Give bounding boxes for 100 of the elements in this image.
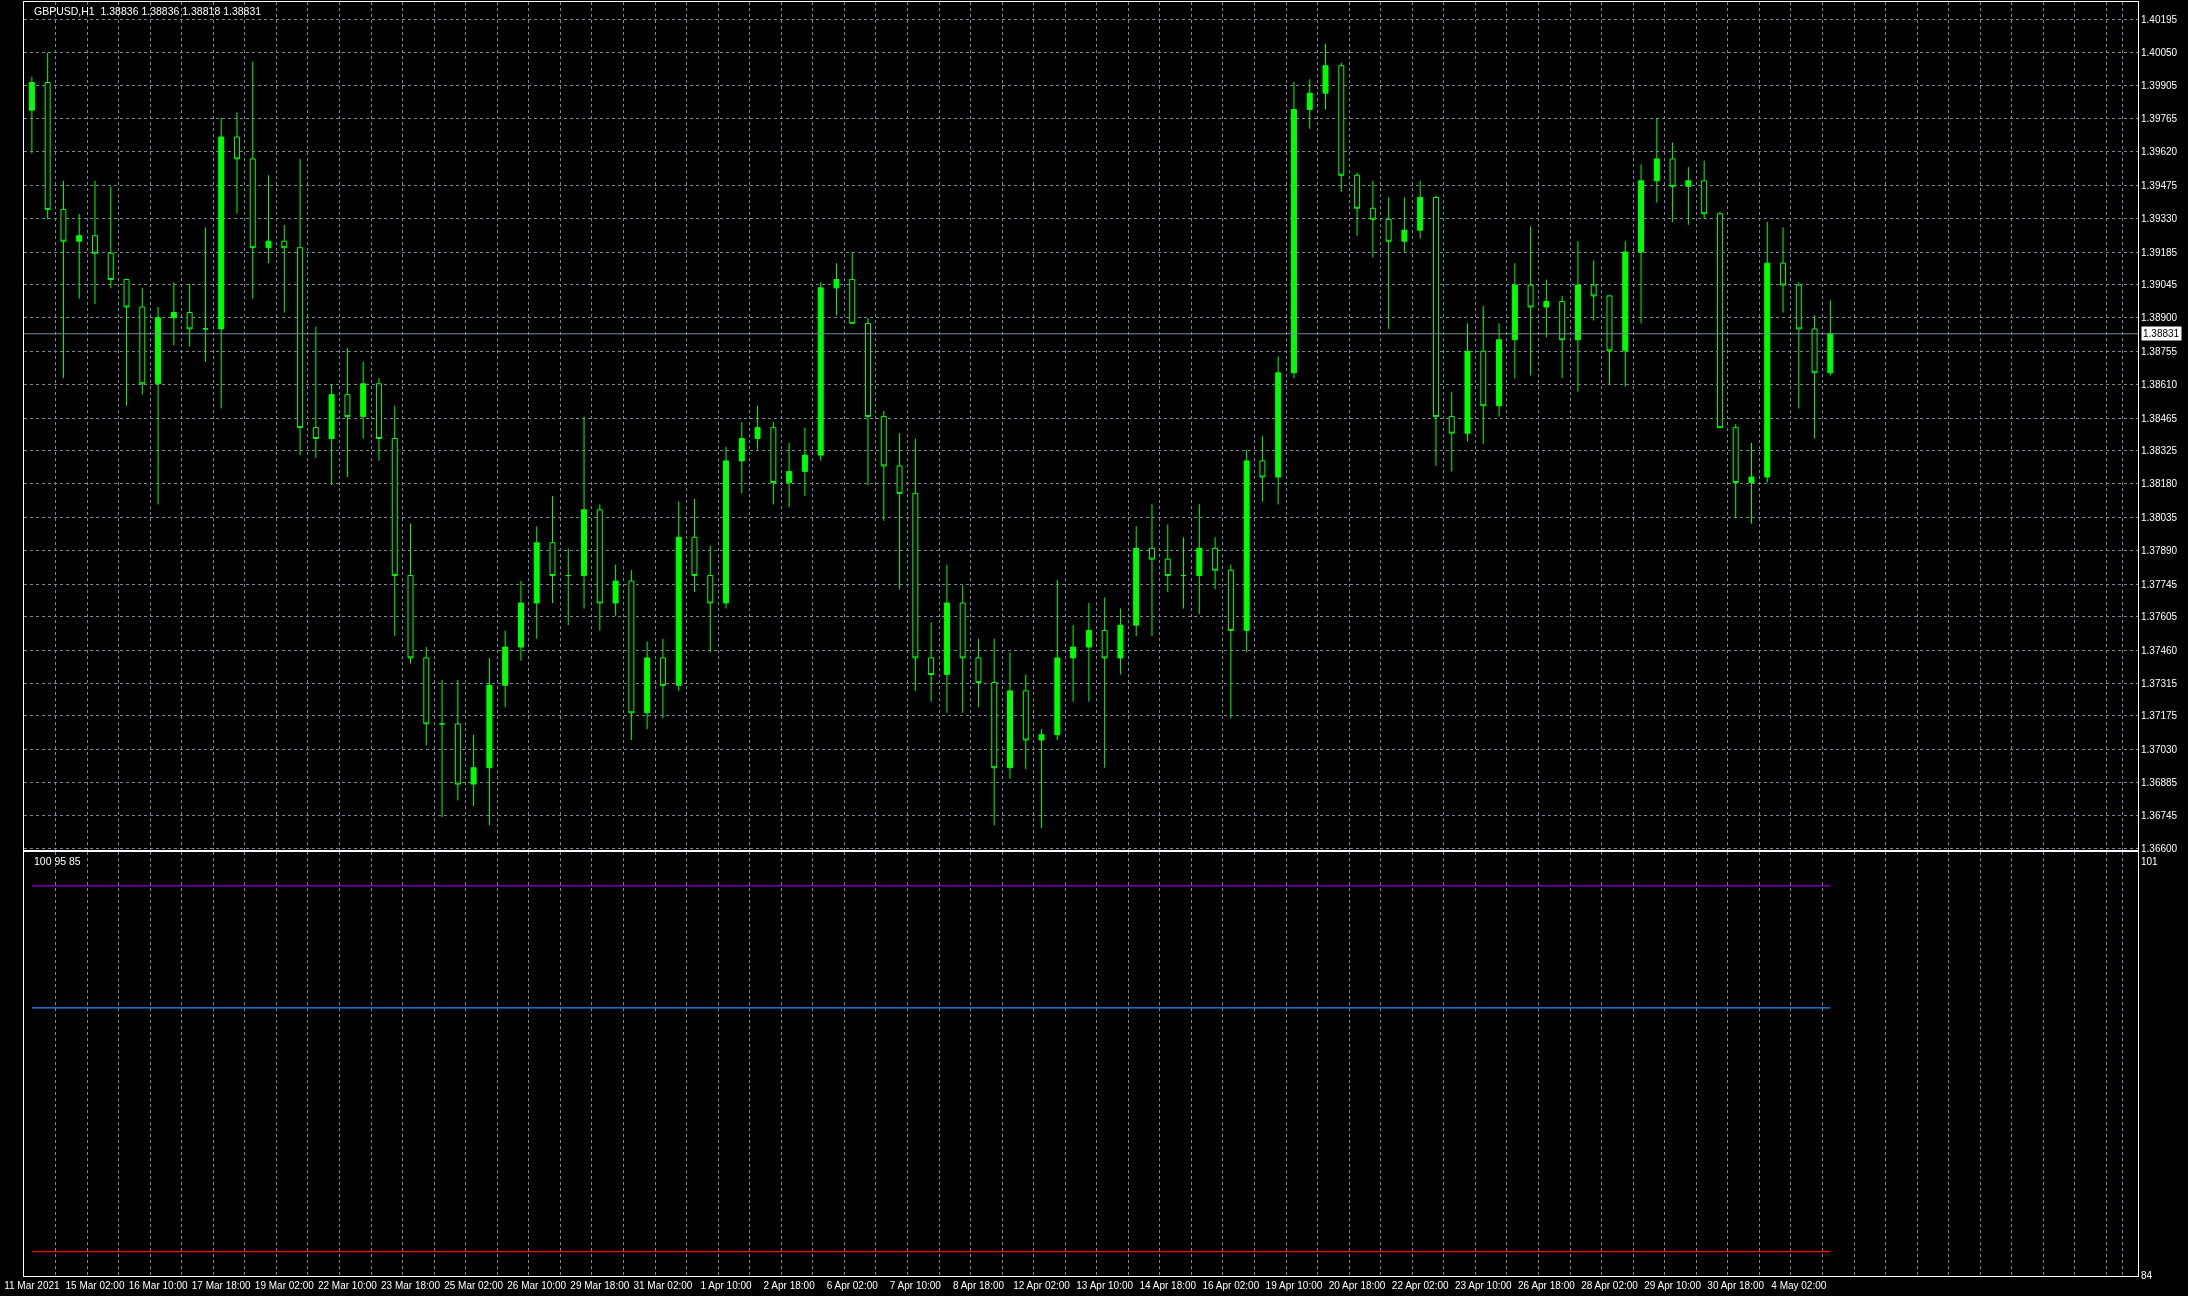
x-tick-label: 13 Apr 10:00	[1076, 1280, 1134, 1291]
candlestick	[1748, 442, 1755, 525]
x-tick-label: 16 Apr 02:00	[1202, 1280, 1260, 1291]
candlestick	[407, 523, 414, 664]
candlestick	[1259, 435, 1266, 503]
y-tick-label: 1.37175	[2141, 710, 2178, 722]
x-tick-label: 17 Mar 18:00	[191, 1280, 252, 1291]
candlestick	[1243, 449, 1250, 653]
y-tick-label: 1.39045	[2141, 278, 2178, 290]
y-tick-label: 1.39620	[2141, 146, 2178, 158]
candlestick	[1590, 259, 1597, 322]
y-tick-label: 1.38035	[2141, 511, 2178, 523]
candlestick	[1007, 651, 1013, 780]
candlestick	[1117, 608, 1124, 676]
candlestick	[786, 442, 793, 508]
y-tick-label: 1.38755	[2141, 345, 2178, 357]
candlestick	[344, 347, 351, 478]
x-tick-label: 28 Apr 02:00	[1581, 1280, 1639, 1291]
candlestick	[186, 283, 193, 347]
candlestick	[691, 498, 698, 593]
x-tick-label: 29 Apr 10:00	[1644, 1280, 1702, 1291]
candlestick	[1164, 524, 1171, 593]
candlestick	[454, 679, 461, 801]
candlestick	[833, 262, 840, 316]
x-tick-label: 2 Apr 18:00	[763, 1280, 816, 1291]
candlestick	[375, 377, 382, 462]
candlestick	[249, 61, 256, 300]
candlestick	[1496, 322, 1503, 418]
candlestick	[1212, 536, 1219, 590]
candlestick	[1022, 674, 1029, 770]
x-tick-label: 1 Apr 10:00	[700, 1280, 753, 1291]
x-tick-label: 30 Apr 18:00	[1707, 1280, 1765, 1291]
y-tick-label: 1.39905	[2141, 80, 2178, 92]
y-tick-label: 1.40050	[2141, 47, 2178, 59]
candlestick	[233, 111, 240, 215]
candlestick	[312, 326, 319, 459]
y-tick-label: 1.38900	[2141, 312, 2178, 324]
x-tick-label: 31 Mar 02:00	[633, 1280, 693, 1291]
y-tick-label: 1.36745	[2141, 809, 2178, 821]
x-tick-label: 26 Apr 18:00	[1518, 1280, 1576, 1291]
candlestick	[328, 383, 335, 486]
candlestick	[76, 213, 83, 300]
candlestick	[1669, 142, 1676, 223]
candlestick	[1559, 295, 1566, 379]
candlestick	[1432, 195, 1439, 467]
candlestick	[1716, 211, 1723, 429]
candlestick	[549, 495, 556, 604]
candlestick	[265, 174, 272, 264]
candlestick	[92, 180, 98, 305]
candlestick	[202, 226, 209, 363]
x-tick-label: 7 Apr 10:00	[889, 1280, 942, 1291]
y-tick-label: 1.39475	[2141, 179, 2178, 191]
candlestick	[1701, 160, 1708, 220]
y-tick-label: 1.36885	[2141, 777, 2178, 789]
candlestick	[1149, 503, 1155, 637]
candlestick	[991, 638, 998, 826]
candlestick	[123, 278, 130, 407]
candlestick	[44, 52, 51, 220]
candlestick	[1085, 602, 1092, 703]
candlestick	[723, 446, 730, 610]
chart-title: GBPUSD,H1 1.38836 1.38836 1.38818 1.38831	[34, 5, 262, 17]
candlestick	[754, 405, 761, 451]
candlestick	[1290, 81, 1297, 379]
candlestick	[1653, 117, 1660, 204]
y-tick-label: 84	[2141, 1270, 2153, 1282]
candlestick	[612, 564, 619, 617]
candlestick	[1732, 423, 1739, 519]
candlestick	[628, 569, 635, 741]
x-tick-label: 14 Apr 18:00	[1139, 1280, 1197, 1291]
y-tick-label: 1.40195	[2141, 13, 2178, 25]
candlestick	[1338, 62, 1345, 193]
x-tick-label: 4 May 02:00	[1771, 1280, 1827, 1291]
candlestick	[880, 410, 887, 522]
candlestick	[1764, 221, 1771, 484]
candlestick	[943, 564, 950, 714]
candlestick	[1385, 196, 1392, 330]
candlestick	[533, 525, 540, 640]
candlestick	[1811, 314, 1818, 439]
candlestick	[975, 638, 982, 708]
candlestick	[1369, 180, 1376, 259]
candlestick	[502, 629, 509, 708]
candlestick	[297, 158, 304, 456]
candlestick	[1480, 305, 1487, 445]
candlestick	[391, 405, 398, 637]
candlestick	[1638, 163, 1645, 324]
candlestick	[1543, 279, 1550, 338]
x-tick-label: 16 Mar 10:00	[128, 1280, 188, 1291]
candlestick	[1101, 596, 1108, 769]
candlestick	[1322, 43, 1329, 111]
candlestick	[170, 281, 177, 346]
x-tick-label: 11 Mar 2021	[4, 1280, 61, 1291]
candlestick	[470, 734, 477, 807]
candlestick	[865, 317, 872, 486]
candlestick	[28, 76, 35, 154]
y-tick-label: 1.36600	[2141, 842, 2178, 854]
candlestick	[1227, 564, 1234, 719]
candlestick	[1606, 294, 1613, 385]
candlestick	[1038, 728, 1045, 829]
candlestick	[107, 185, 114, 289]
y-tick-label: 1.38325	[2141, 444, 2178, 456]
